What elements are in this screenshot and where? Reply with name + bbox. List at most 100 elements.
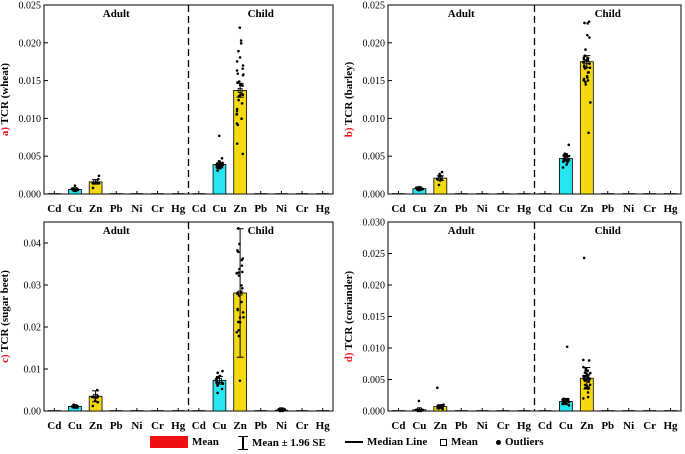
x-tick-label: Pb	[601, 420, 614, 432]
outlier-point	[239, 39, 243, 42]
x-tick-label: Cr	[643, 203, 656, 215]
outlier-point	[241, 67, 245, 70]
outlier-point	[584, 386, 587, 390]
outlier-point	[564, 400, 568, 404]
outlier-point	[587, 20, 591, 23]
x-tick-label: Ni	[477, 420, 488, 432]
outlier-point	[588, 36, 591, 39]
outlier-point	[435, 177, 439, 181]
outlier-point	[242, 315, 245, 319]
outlier-point	[238, 242, 241, 246]
x-tick-label: Cu	[559, 203, 573, 215]
mean-marker	[237, 290, 243, 296]
x-tick-label: Ni	[131, 203, 142, 215]
y-tick-label: 0.020	[363, 281, 386, 292]
group-label-adult: Adult	[448, 225, 475, 237]
bar-cr	[643, 410, 657, 411]
outlier-point	[581, 61, 585, 64]
outlier-point	[584, 83, 588, 86]
bar-pb	[254, 193, 268, 194]
x-tick-label: Cr	[497, 420, 510, 432]
x-tick-label: Cd	[192, 420, 206, 432]
y-tick-label: 0.005	[363, 152, 386, 163]
y-tick-label: 0.02	[24, 323, 42, 334]
bar-ni	[622, 193, 636, 194]
y-tick-label: 0.020	[363, 38, 386, 49]
mean-marker	[217, 162, 222, 167]
outlier-point	[235, 142, 239, 145]
outlier-point	[91, 404, 95, 408]
legend-item-mean-marker: Mean	[440, 436, 478, 448]
bar-cd	[391, 193, 405, 194]
x-tick-label: Cu	[68, 203, 82, 215]
legend-item-se: Mean ± 1.96 SE	[238, 436, 326, 450]
outlier-point	[97, 174, 101, 178]
bar-cr	[496, 410, 510, 411]
x-tick-label: Zn	[233, 420, 246, 432]
outlier-point	[237, 94, 241, 98]
outlier-point	[235, 107, 239, 111]
legend-item-outliers: Outliers	[496, 436, 544, 448]
legend-item-mean: Mean	[150, 436, 219, 448]
mean-marker	[72, 187, 78, 192]
outlier-point	[240, 117, 243, 120]
bar-cd	[538, 193, 552, 194]
y-axis-title: TCR (barley)	[343, 61, 355, 127]
bar-pb	[454, 193, 468, 194]
outlier-point	[241, 93, 245, 97]
mean-marker	[72, 403, 78, 409]
outlier-point	[586, 71, 590, 74]
outlier-point	[221, 161, 224, 165]
outlier-point	[95, 388, 99, 392]
outlier-point	[90, 395, 94, 399]
outlier-point	[237, 274, 241, 277]
outlier-point	[582, 65, 586, 68]
outlier-point	[586, 22, 589, 25]
y-tick-label: 0.015	[363, 76, 386, 87]
y-tick-label: 0.025	[19, 1, 42, 12]
x-tick-label: Cr	[151, 420, 164, 432]
outlier-point	[240, 102, 244, 105]
outlier-point	[589, 101, 592, 104]
group-label-adult: Adult	[103, 8, 130, 20]
y-tick-label: 0.000	[19, 190, 42, 201]
outlier-point	[587, 373, 590, 377]
outlier-point	[567, 400, 571, 404]
outlier-point	[583, 21, 586, 25]
chart-panel-3: 0.00 0.01 0.02 0.03 0.04 Adult Child c) TCR (su…	[0, 221, 334, 432]
mean-marker	[416, 186, 422, 192]
group-label-child: Child	[595, 225, 621, 237]
x-tick-label: Zn	[580, 203, 593, 215]
outlier-point	[583, 54, 587, 58]
mean-marker	[584, 59, 590, 65]
outlier-point	[235, 122, 239, 125]
x-tick-label: Ni	[276, 420, 287, 432]
outlier-point	[220, 157, 224, 160]
x-tick-label: Cr	[296, 203, 309, 215]
mean-marker	[278, 407, 284, 413]
x-tick-label: Pb	[455, 203, 468, 215]
outlier-point	[567, 143, 571, 147]
outlier-point	[241, 311, 245, 314]
outlier-point	[582, 256, 586, 260]
y-axis-title: TCR (sugar beet)	[0, 270, 11, 355]
outlier-point	[583, 371, 587, 374]
bar-cd	[47, 193, 61, 194]
outlier-point	[584, 48, 587, 51]
outlier-point	[587, 131, 590, 135]
bar-cr	[496, 193, 510, 194]
y-axis-title: TCR (coriander)	[343, 270, 355, 352]
chart-panel-2: 0.000 0.005 0.010 0.015 0.020 0.025 Adult Child…	[343, 1, 682, 215]
x-tick-label: Ni	[276, 203, 287, 215]
bar-hg	[171, 410, 185, 411]
y-tick-label: 0.010	[363, 114, 386, 125]
y-tick-label: 0.03	[24, 281, 42, 292]
outlier-point	[76, 188, 80, 192]
x-tick-label: Ni	[623, 203, 634, 215]
outlier-point	[588, 383, 592, 387]
outlier-point	[240, 264, 244, 267]
x-tick-label: Cd	[538, 203, 552, 215]
outlier-point	[240, 300, 243, 304]
legend: Mean Mean ± 1.96 SE Median Line Mean Out…	[150, 436, 670, 452]
